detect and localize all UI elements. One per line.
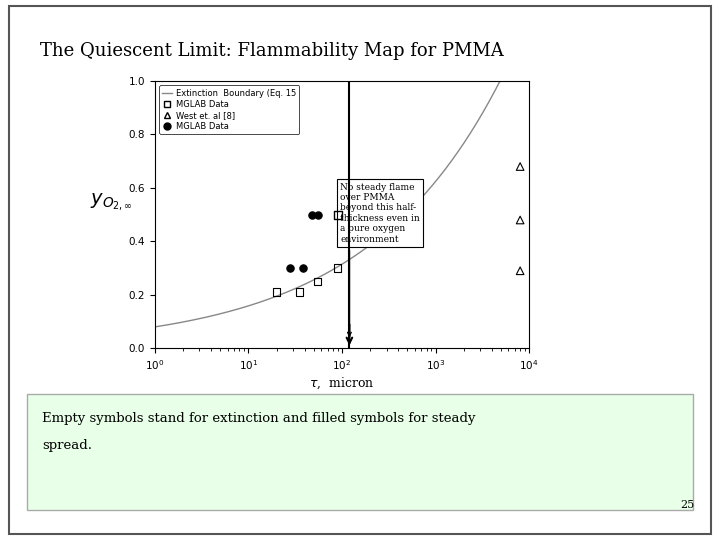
FancyBboxPatch shape [27, 394, 693, 510]
Legend: Extinction  Boundary (Eq. 15, MGLAB Data, West et. al [8], MGLAB Data: Extinction Boundary (Eq. 15, MGLAB Data,… [159, 85, 300, 134]
Point [514, 162, 526, 171]
Point [297, 264, 308, 273]
Text: No steady flame
over PMMA
beyond this half-
thickness even in
a pure oxygen
envi: No steady flame over PMMA beyond this ha… [340, 183, 420, 336]
Point [514, 266, 526, 275]
Text: Empty symbols stand for extinction and filled symbols for steady: Empty symbols stand for extinction and f… [42, 412, 475, 425]
Text: 25: 25 [680, 500, 695, 510]
Point [514, 215, 526, 224]
Point [332, 264, 343, 273]
Point [294, 288, 305, 296]
Point [332, 210, 343, 219]
Point [312, 210, 323, 219]
Point [312, 277, 323, 286]
Text: The Quiescent Limit: Flammability Map for PMMA: The Quiescent Limit: Flammability Map fo… [40, 42, 503, 60]
Text: spread.: spread. [42, 439, 91, 452]
Point [271, 288, 282, 296]
Point [284, 264, 296, 273]
Text: $y_{O_{2,\infty}}$: $y_{O_{2,\infty}}$ [90, 192, 133, 213]
FancyBboxPatch shape [9, 6, 711, 534]
Point [307, 210, 318, 219]
X-axis label: $\tau$,  micron: $\tau$, micron [310, 376, 374, 392]
